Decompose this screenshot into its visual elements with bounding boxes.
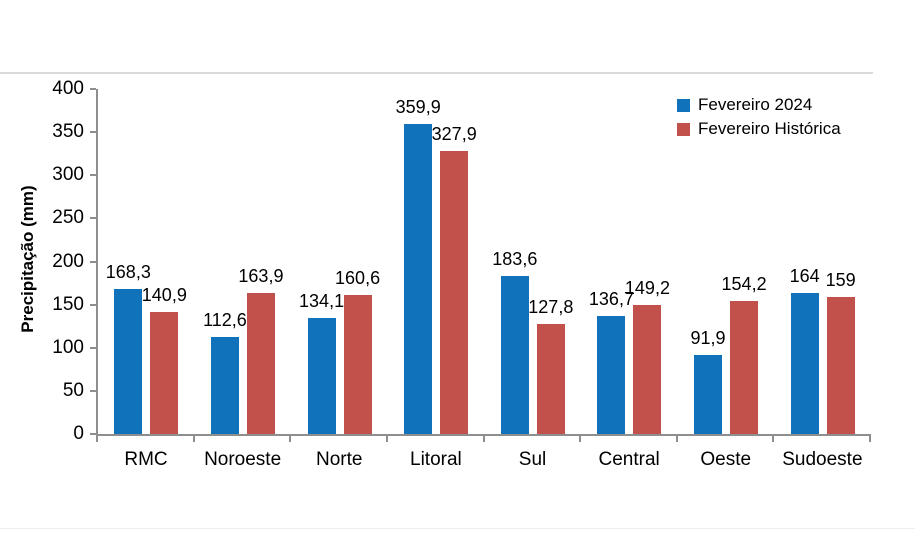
data-label-Fevereiro Histórica-Sul: 127,8 (528, 296, 574, 317)
data-label-Fevereiro 2024-RMC: 168,3 (105, 261, 151, 282)
y-tick-mark-200 (90, 260, 96, 263)
x-tick-mark-1 (192, 436, 195, 442)
x-axis-line (96, 434, 871, 436)
data-label-Fevereiro 2024-Noroeste: 112,6 (203, 309, 247, 330)
bar-Fevereiro 2024-Oeste (694, 354, 723, 434)
data-label-Fevereiro Histórica-Noroeste: 163,9 (238, 265, 284, 286)
data-label-Fevereiro Histórica-Sudoeste: 159 (825, 269, 856, 290)
y-tick-label-100: 100 (52, 336, 84, 358)
legend-swatch-Fevereiro Histórica (677, 122, 690, 136)
y-axis-line (96, 89, 98, 436)
x-tick-mark-5 (579, 436, 582, 442)
data-label-Fevereiro Histórica-Litoral: 327,9 (431, 124, 477, 145)
legend-item-Fevereiro 2024: Fevereiro 2024 (677, 93, 841, 117)
data-label-Fevereiro 2024-Central: 136,7 (588, 289, 634, 310)
legend-label-Fevereiro 2024: Fevereiro 2024 (698, 95, 813, 114)
bar-Fevereiro 2024-Litoral (404, 123, 433, 434)
legend-label-Fevereiro Histórica: Fevereiro Histórica (698, 119, 841, 138)
bar-Fevereiro Histórica-Sul (536, 323, 565, 434)
bar-Fevereiro 2024-Sudoeste (790, 292, 819, 434)
y-tick-label-400: 400 (52, 78, 84, 99)
x-tick-mark-2 (289, 436, 292, 442)
data-label-Fevereiro 2024-Norte: 134,1 (299, 291, 345, 312)
bottom-divider-line (0, 528, 915, 529)
data-label-Fevereiro Histórica-Norte: 160,6 (335, 268, 381, 289)
data-label-Fevereiro Histórica-Oeste: 154,2 (721, 274, 767, 294)
bar-Fevereiro Histórica-Noroeste (246, 292, 275, 434)
bar-Fevereiro Histórica-RMC (150, 312, 179, 434)
x-category-label-Noroeste: Noroeste (204, 449, 282, 470)
bar-Fevereiro 2024-Norte (307, 318, 336, 434)
y-tick-mark-300 (90, 174, 96, 177)
data-label-Fevereiro 2024-Oeste: 91,9 (690, 327, 726, 348)
y-tick-label-350: 350 (52, 121, 84, 143)
y-tick-mark-350 (90, 131, 96, 134)
x-tick-mark-6 (675, 436, 678, 442)
x-category-label-Litoral: Litoral (410, 449, 462, 470)
x-tick-mark-3 (385, 436, 388, 442)
y-tick-mark-400 (90, 88, 96, 90)
data-label-Fevereiro 2024-Litoral: 359,9 (395, 96, 441, 117)
bar-Fevereiro 2024-Central (597, 316, 626, 434)
y-tick-label-300: 300 (52, 164, 84, 186)
bar-Fevereiro Histórica-Oeste (730, 301, 759, 434)
y-tick-mark-150 (90, 303, 96, 306)
y-tick-label-200: 200 (52, 250, 84, 272)
data-label-Fevereiro 2024-Sudoeste: 164 (789, 265, 820, 286)
x-tick-mark-8 (869, 436, 871, 442)
bar-Fevereiro 2024-Noroeste (210, 336, 239, 434)
y-tick-mark-50 (90, 389, 96, 392)
y-tick-label-0: 0 (73, 423, 84, 444)
y-tick-label-50: 50 (62, 379, 84, 401)
y-tick-mark-100 (90, 346, 96, 349)
x-category-label-Norte: Norte (316, 449, 363, 470)
data-label-Fevereiro Histórica-RMC: 140,9 (141, 285, 187, 306)
data-label-Fevereiro Histórica-Central: 149,2 (624, 278, 670, 299)
x-category-label-Central: Central (598, 449, 660, 470)
x-tick-mark-7 (772, 436, 775, 442)
bar-Fevereiro Histórica-Litoral (440, 151, 469, 434)
x-category-label-Sudoeste: Sudoeste (782, 449, 863, 470)
y-tick-label-150: 150 (52, 293, 84, 315)
plot-area: 0 50 100 150 200 250 300 350 400 168,3 112,6 134,1… (52, 78, 871, 470)
y-tick-mark-0 (90, 433, 96, 435)
x-category-label-RMC: RMC (124, 449, 168, 470)
bar-Fevereiro Histórica-Norte (343, 295, 372, 434)
x-category-label-Sul: Sul (518, 449, 547, 470)
legend-swatch-Fevereiro 2024 (677, 98, 690, 112)
y-tick-mark-250 (90, 217, 96, 220)
bar-Fevereiro 2024-RMC (114, 288, 143, 434)
bar-Fevereiro Histórica-Sudoeste (826, 296, 855, 434)
x-tick-mark-0 (96, 436, 98, 442)
legend-item-Fevereiro Histórica: Fevereiro Histórica (677, 117, 841, 141)
data-label-Fevereiro 2024-Sul: 183,6 (492, 248, 538, 269)
legend: Fevereiro 2024 Fevereiro Histórica (677, 93, 841, 141)
y-tick-label-250: 250 (52, 207, 84, 229)
x-category-label-Oeste: Oeste (700, 449, 752, 470)
bar-Fevereiro 2024-Sul (500, 275, 529, 434)
bar-Fevereiro Histórica-Central (633, 305, 662, 434)
top-divider-line (0, 72, 873, 74)
x-tick-mark-4 (482, 436, 485, 442)
